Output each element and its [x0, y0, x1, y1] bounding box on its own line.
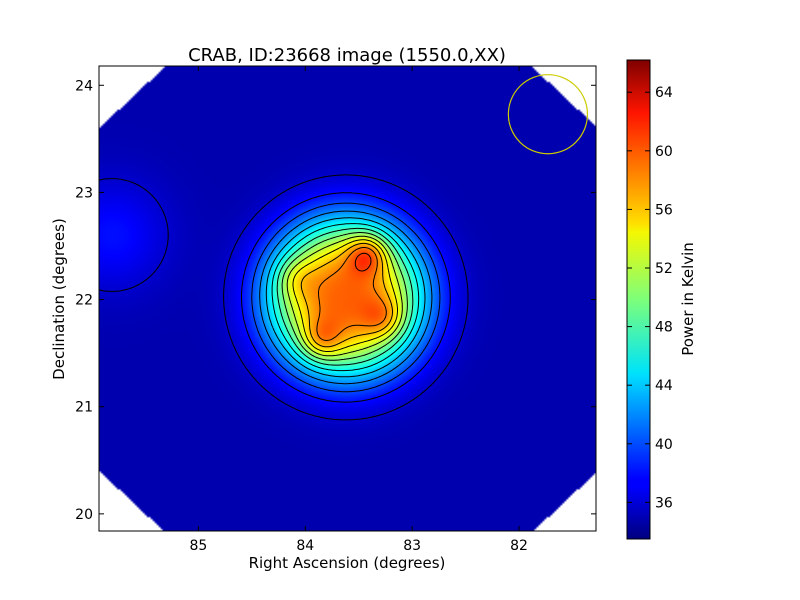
- colorbar-gradient: [626, 59, 651, 540]
- x-tick-label: 83: [403, 538, 421, 554]
- y-tick-label: 20: [75, 507, 93, 523]
- y-tick-label: 21: [75, 400, 93, 416]
- colorbar-tick-label: 56: [655, 202, 673, 218]
- colorbar-tick-label: 44: [655, 378, 673, 394]
- contour-line: [99, 174, 469, 421]
- colorbar-tick-label: 60: [655, 144, 673, 160]
- beam-circle: [507, 74, 589, 155]
- colorbar-tick-label: 48: [655, 320, 673, 336]
- chart-title: CRAB, ID:23668 image (1550.0,XX): [188, 45, 506, 66]
- contour-line: [241, 192, 451, 403]
- plot-frame: [98, 65, 597, 532]
- contour-line: [292, 239, 398, 352]
- contour-line: [281, 232, 408, 361]
- contour-lines: [99, 174, 469, 421]
- colorbar-tick-label: 36: [655, 495, 673, 511]
- y-axis-label: Declination (degrees): [50, 218, 68, 380]
- contour-line: [265, 217, 426, 378]
- x-tick-label: 82: [510, 538, 528, 554]
- colorbar-tick-label: 40: [655, 437, 673, 453]
- contour-line: [316, 247, 387, 341]
- contour-line: [300, 242, 393, 348]
- colorbar: 36 40 44 48 52 56 60 64: [626, 59, 673, 540]
- colorbar-label: Power in Kelvin: [679, 242, 697, 356]
- colorbar-tick-label: 64: [655, 85, 673, 101]
- colorbar-tick-label: 52: [655, 261, 673, 277]
- contour-line: [286, 235, 403, 357]
- y-axis: 20 21 22 23 24: [75, 78, 596, 523]
- colorbar-ticks: 36 40 44 48 52 56 60 64: [627, 85, 673, 511]
- y-tick-label: 24: [75, 78, 93, 94]
- x-axis-label: Right Ascension (degrees): [249, 554, 446, 572]
- y-tick-label: 23: [75, 185, 93, 201]
- y-tick-label: 22: [75, 293, 93, 309]
- contour-line: [251, 202, 441, 393]
- x-tick-label: 85: [189, 538, 207, 554]
- heatmap-image: [99, 66, 596, 531]
- contour-line: [271, 223, 420, 372]
- contour-line: [259, 210, 433, 385]
- heatmap-plot: [98, 65, 597, 532]
- x-axis: 85 84 83 82: [189, 66, 528, 554]
- contour-line: [276, 227, 414, 366]
- x-tick-label: 84: [296, 538, 314, 554]
- contour-line: [354, 252, 372, 272]
